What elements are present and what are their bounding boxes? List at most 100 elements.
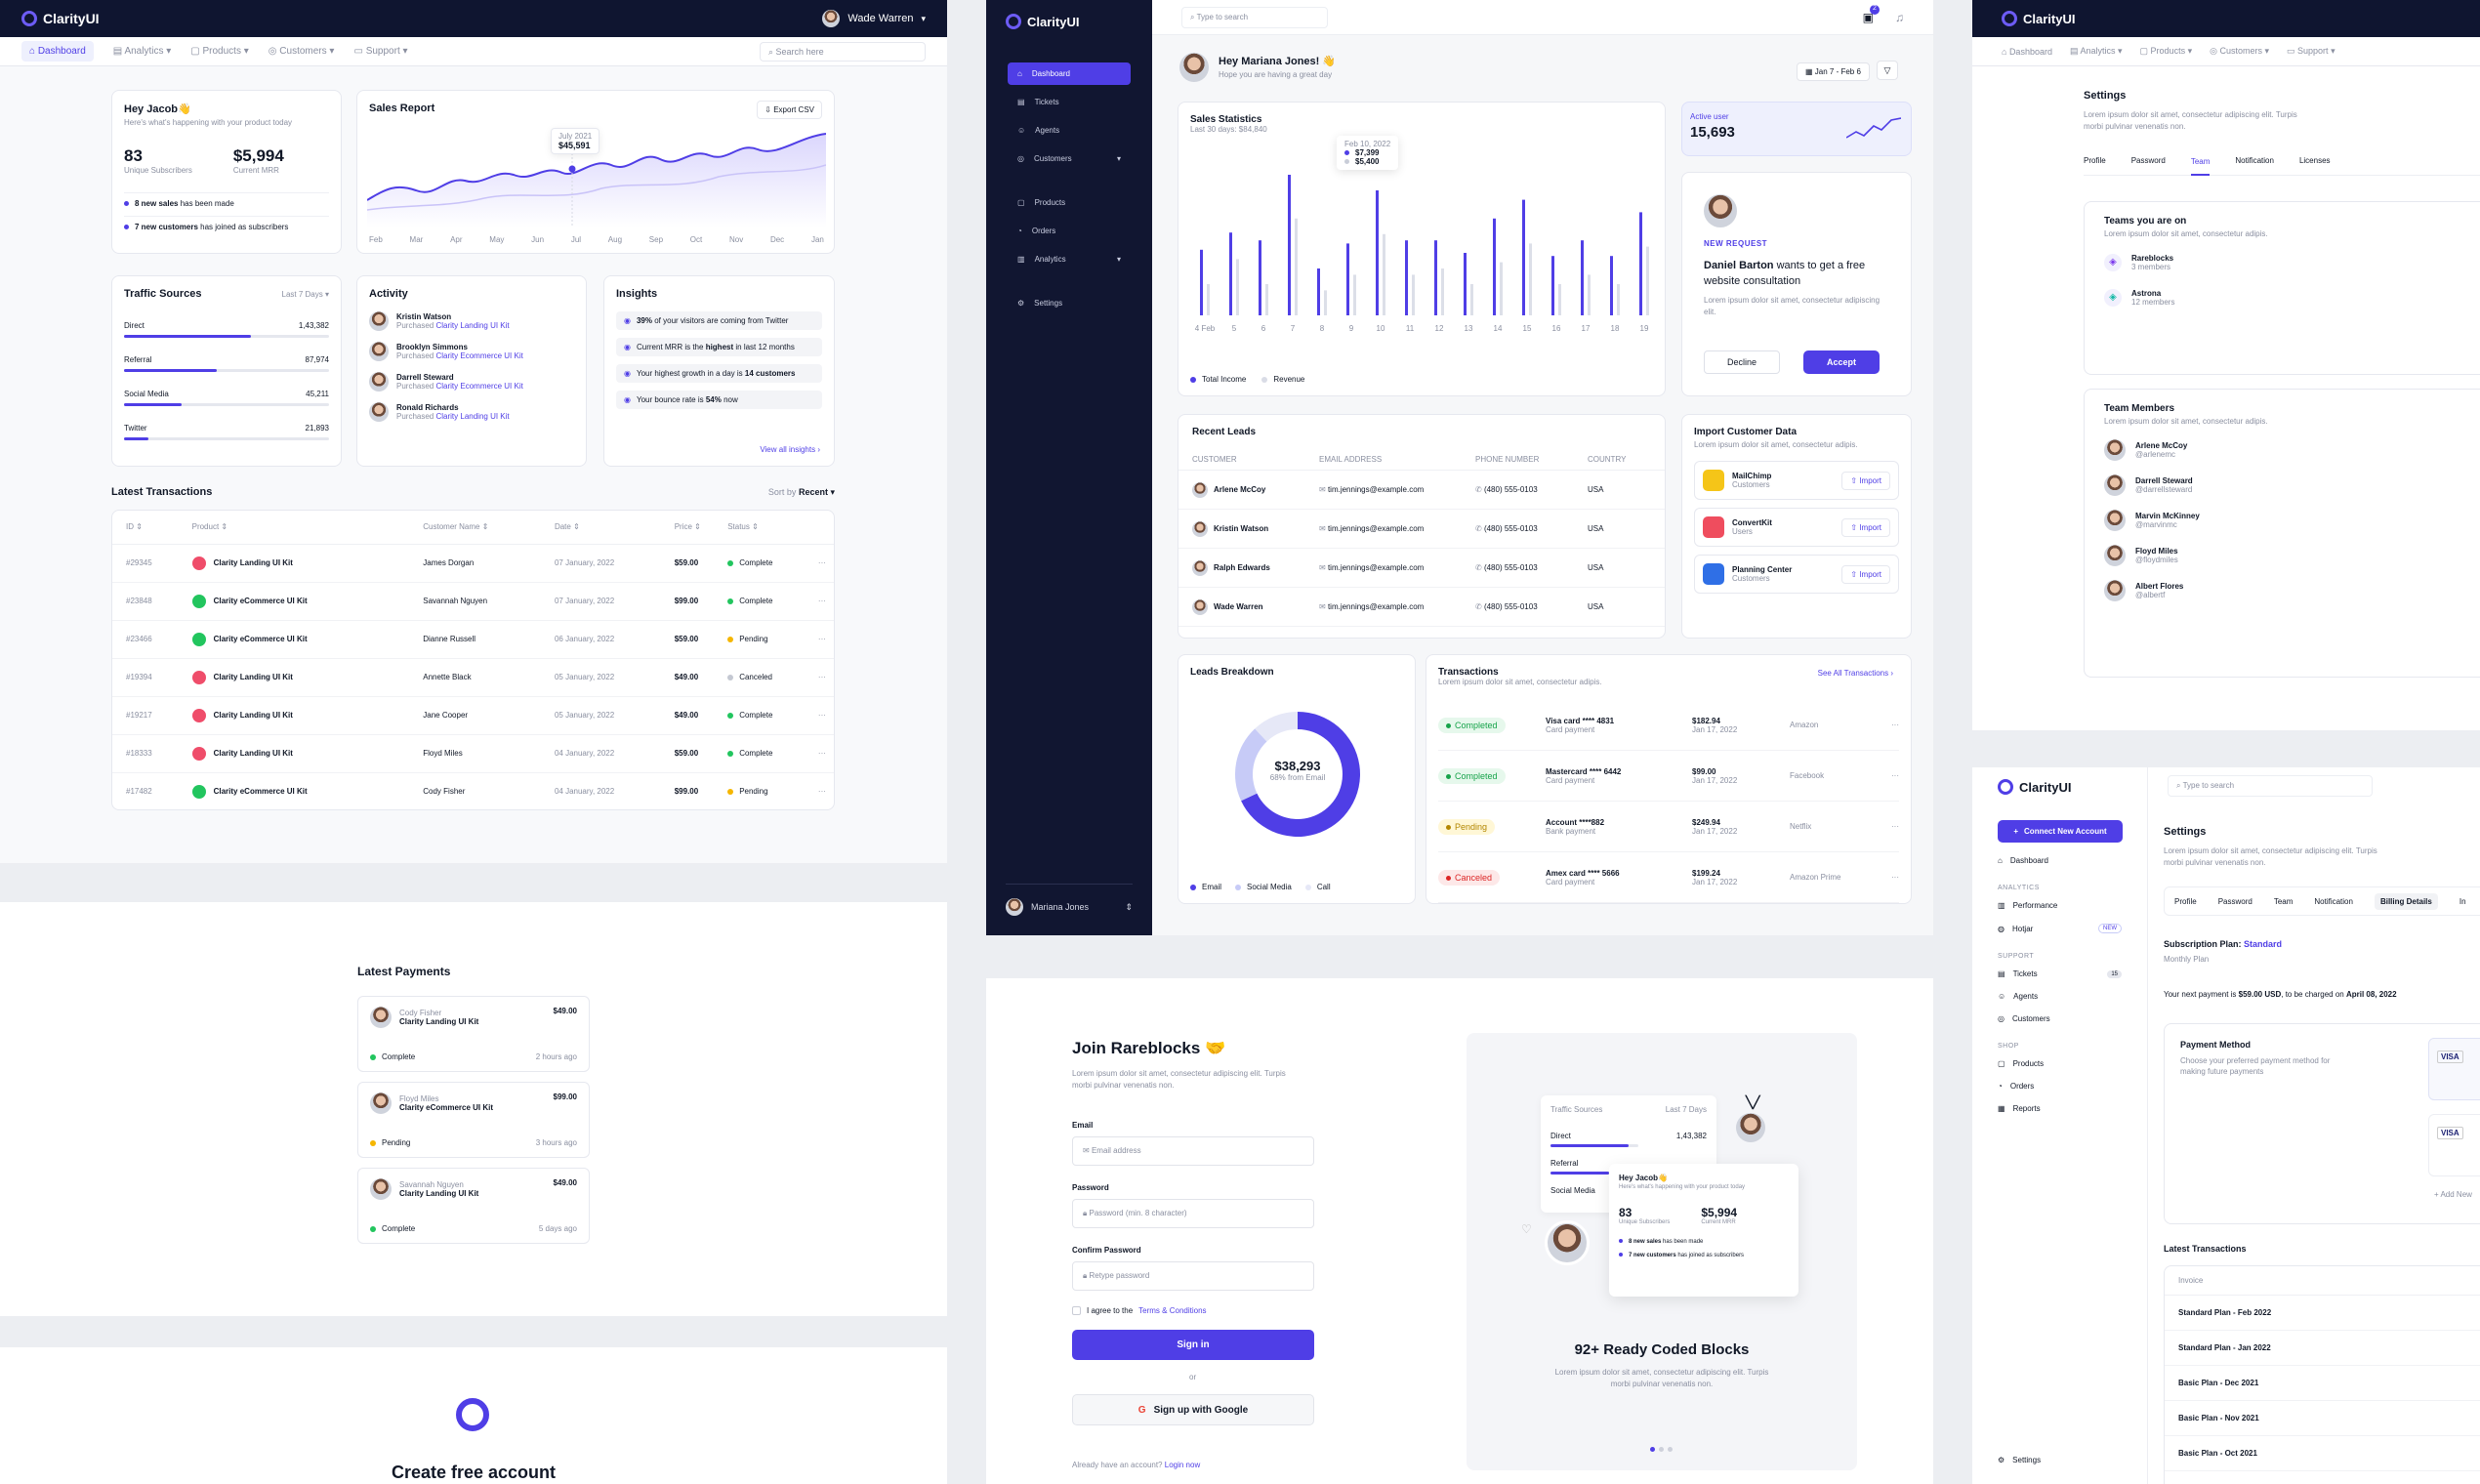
invoice-row[interactable]: Standard Plan - Jan 2022: [2165, 1331, 2480, 1366]
lead-row[interactable]: Kristin Watson ✉ tim.jennings@example.com…: [1178, 510, 1665, 549]
team-item[interactable]: ◈ Astrona 12 members: [2104, 289, 2473, 307]
date-range-picker[interactable]: ▦ Jan 7 - Feb 6: [1797, 62, 1870, 81]
sidebar-item-orders[interactable]: ◔ Orders: [1017, 227, 1056, 235]
bell-icon[interactable]: ♫: [1895, 10, 1904, 24]
billing-tab[interactable]: Billing Details: [2374, 892, 2438, 910]
table-row[interactable]: #19217 Clarity Landing UI Kit Jane Cooper 0…: [112, 696, 834, 734]
table-row[interactable]: #29345 Clarity Landing UI Kit James Dorgan…: [112, 544, 834, 582]
transaction-row[interactable]: Canceled Amex card **** 5666 Card payment $…: [1438, 852, 1899, 903]
invoice-row[interactable]: Standard Plan - Feb 2022: [2165, 1296, 2480, 1331]
payment-item[interactable]: Cody Fisher Clarity Landing UI Kit $49.00 C…: [357, 996, 590, 1072]
more-icon[interactable]: ···: [817, 635, 826, 643]
password-input[interactable]: 🔒︎ Password (min. 8 character): [1072, 1199, 1314, 1228]
nav-customers[interactable]: ◎ Customers ▾: [2210, 46, 2270, 56]
nav-dashboard[interactable]: ⌂ Dashboard: [21, 41, 94, 62]
member-item[interactable]: Marvin McKinney @marvinmc: [2104, 510, 2473, 531]
terms-link[interactable]: Terms & Conditions: [1138, 1306, 1207, 1315]
transaction-row[interactable]: Completed Mastercard **** 6442 Card paymen…: [1438, 751, 1899, 802]
sidebar-item-dashboard[interactable]: ⌂ Dashboard: [1998, 856, 2048, 865]
traffic-range-select[interactable]: Last 7 Days ▾: [281, 290, 330, 299]
search-input[interactable]: ⌕ Search here: [760, 41, 926, 62]
billing-tab[interactable]: Password: [2217, 896, 2253, 906]
see-all-transactions-link[interactable]: See All Transactions ›: [1817, 669, 1893, 678]
lead-row[interactable]: Ralph Edwards ✉ tim.jennings@example.com ✆…: [1178, 549, 1665, 588]
accept-button[interactable]: Accept: [1803, 350, 1880, 374]
table-row[interactable]: #17482 Clarity eCommerce UI Kit Cody Fishe…: [112, 772, 834, 809]
invoice-row[interactable]: Basic Plan - Dec 2021: [2165, 1366, 2480, 1401]
nav-analytics[interactable]: ▤ Analytics ▾: [112, 46, 172, 57]
email-input[interactable]: ✉ Email address: [1072, 1136, 1314, 1166]
export-csv-button[interactable]: ⇩ Export CSV: [757, 101, 822, 119]
table-row[interactable]: #19394 Clarity Landing UI Kit Annette Blac…: [112, 658, 834, 696]
user-name[interactable]: Wade Warren: [847, 13, 914, 24]
import-button[interactable]: ⇧ Import: [1841, 517, 1890, 537]
sidebar-item-performance[interactable]: ▥ Performance: [1998, 901, 2058, 910]
decline-button[interactable]: Decline: [1704, 350, 1780, 374]
more-icon[interactable]: ···: [817, 597, 826, 605]
sort-select[interactable]: Sort by Recent ▾: [767, 487, 835, 497]
add-new-card-button[interactable]: + Add New: [2434, 1190, 2472, 1199]
sidebar-item-analytics[interactable]: ▥ Analytics ▾: [1017, 255, 1121, 264]
nav-products[interactable]: ▢ Products ▾: [190, 46, 249, 57]
sidebar-user[interactable]: Mariana Jones ⇕: [1006, 884, 1133, 916]
invoice-row[interactable]: Basic Plan - Nov 2021: [2165, 1401, 2480, 1436]
billing-tab[interactable]: Team: [2273, 896, 2294, 906]
table-row[interactable]: #23466 Clarity eCommerce UI Kit Dianne Rus…: [112, 620, 834, 658]
column-header[interactable]: Price ⇕: [674, 522, 701, 532]
tab-notification[interactable]: Notification: [2235, 156, 2274, 165]
sidebar-item-settings[interactable]: ⚙ Settings: [1017, 299, 1063, 308]
transaction-row[interactable]: Completed Visa card **** 4831 Card payment…: [1438, 700, 1899, 751]
product-link[interactable]: Clarity Ecommerce UI Kit: [435, 382, 523, 391]
filter-button[interactable]: ▽: [1877, 61, 1898, 80]
lead-row[interactable]: Wade Warren ✉ tim.jennings@example.com ✆ (…: [1178, 588, 1665, 627]
member-item[interactable]: Floyd Miles @floydmiles: [2104, 545, 2473, 566]
connect-account-button[interactable]: + Connect New Account: [1998, 820, 2123, 843]
login-link[interactable]: Login now: [1164, 1461, 1201, 1469]
sidebar-item-customers[interactable]: ◎ Customers ▾: [1017, 154, 1121, 163]
invoice-row[interactable]: Basic Plan - Oct 2021: [2165, 1436, 2480, 1471]
billing-tab[interactable]: In: [2459, 896, 2466, 906]
sidebar-item-agents[interactable]: ☺ Agents: [1998, 992, 2039, 1001]
nav-analytics[interactable]: ▤ Analytics ▾: [2069, 46, 2123, 56]
column-header[interactable]: ID ⇕: [126, 522, 143, 532]
member-item[interactable]: Albert Flores @albertf: [2104, 580, 2473, 601]
sidebar-item-agents[interactable]: ☺ Agents: [1017, 126, 1060, 135]
confirm-password-input[interactable]: 🔒︎ Retype password: [1072, 1261, 1314, 1291]
table-row[interactable]: #23848 Clarity eCommerce UI Kit Savannah N…: [112, 582, 834, 620]
member-item[interactable]: Arlene McCoy @arlenemc: [2104, 439, 2473, 461]
sidebar-item-tickets[interactable]: ▤ Tickets 15: [1998, 969, 2147, 978]
transaction-row[interactable]: Pending Account ****882 Bank payment $249.9…: [1438, 802, 1899, 852]
column-header[interactable]: Product ⇕: [191, 522, 228, 532]
lead-row[interactable]: Arlene McCoy ✉ tim.jennings@example.com ✆ …: [1178, 471, 1665, 510]
tab-profile[interactable]: Profile: [2084, 156, 2106, 165]
sidebar-item-orders[interactable]: ◔ Orders: [1998, 1082, 2035, 1091]
view-all-insights-link[interactable]: View all insights ›: [760, 445, 820, 454]
import-button[interactable]: ⇧ Import: [1841, 564, 1890, 584]
visa-card-1[interactable]: VISA: [2428, 1038, 2480, 1100]
sidebar-item-customers[interactable]: ◎ Customers: [1998, 1014, 2050, 1023]
more-icon[interactable]: ···: [817, 711, 826, 720]
table-row[interactable]: #18333 Clarity Landing UI Kit Floyd Miles 0…: [112, 734, 834, 772]
billing-tab[interactable]: Profile: [2174, 896, 2197, 906]
sidebar-item-tickets[interactable]: ▤ Tickets: [1017, 98, 1059, 106]
tab-password[interactable]: Password: [2130, 156, 2166, 165]
nav-products[interactable]: ▢ Products ▾: [2139, 46, 2193, 56]
billing-tab[interactable]: Notification: [2314, 896, 2353, 906]
import-button[interactable]: ⇧ Import: [1841, 471, 1890, 490]
member-item[interactable]: Darrell Steward @darrellsteward: [2104, 474, 2473, 496]
payment-item[interactable]: Savannah Nguyen Clarity Landing UI Kit $49…: [357, 1168, 590, 1244]
nav-customers[interactable]: ◎ Customers ▾: [268, 46, 335, 57]
column-header[interactable]: Status ⇕: [727, 522, 759, 532]
sign-in-button[interactable]: Sign in: [1072, 1330, 1314, 1360]
avatar[interactable]: [822, 10, 841, 27]
nav-support[interactable]: ▭ Support ▾: [2287, 46, 2335, 56]
search-input[interactable]: ⌕ Type to search: [1181, 6, 1328, 28]
carousel-dots[interactable]: [1650, 1447, 1673, 1452]
sidebar-item-hotjar[interactable]: ◍ Hotjar NEW: [1998, 924, 2147, 933]
column-header[interactable]: Customer Name ⇕: [423, 522, 489, 532]
tab-licenses[interactable]: Licenses: [2298, 156, 2331, 165]
search-input[interactable]: ⌕ Type to search: [2168, 775, 2373, 797]
product-link[interactable]: Clarity Ecommerce UI Kit: [435, 351, 523, 360]
tab-team[interactable]: Team: [2190, 157, 2211, 176]
sidebar-item-products[interactable]: ▢ Products: [1998, 1059, 2045, 1068]
